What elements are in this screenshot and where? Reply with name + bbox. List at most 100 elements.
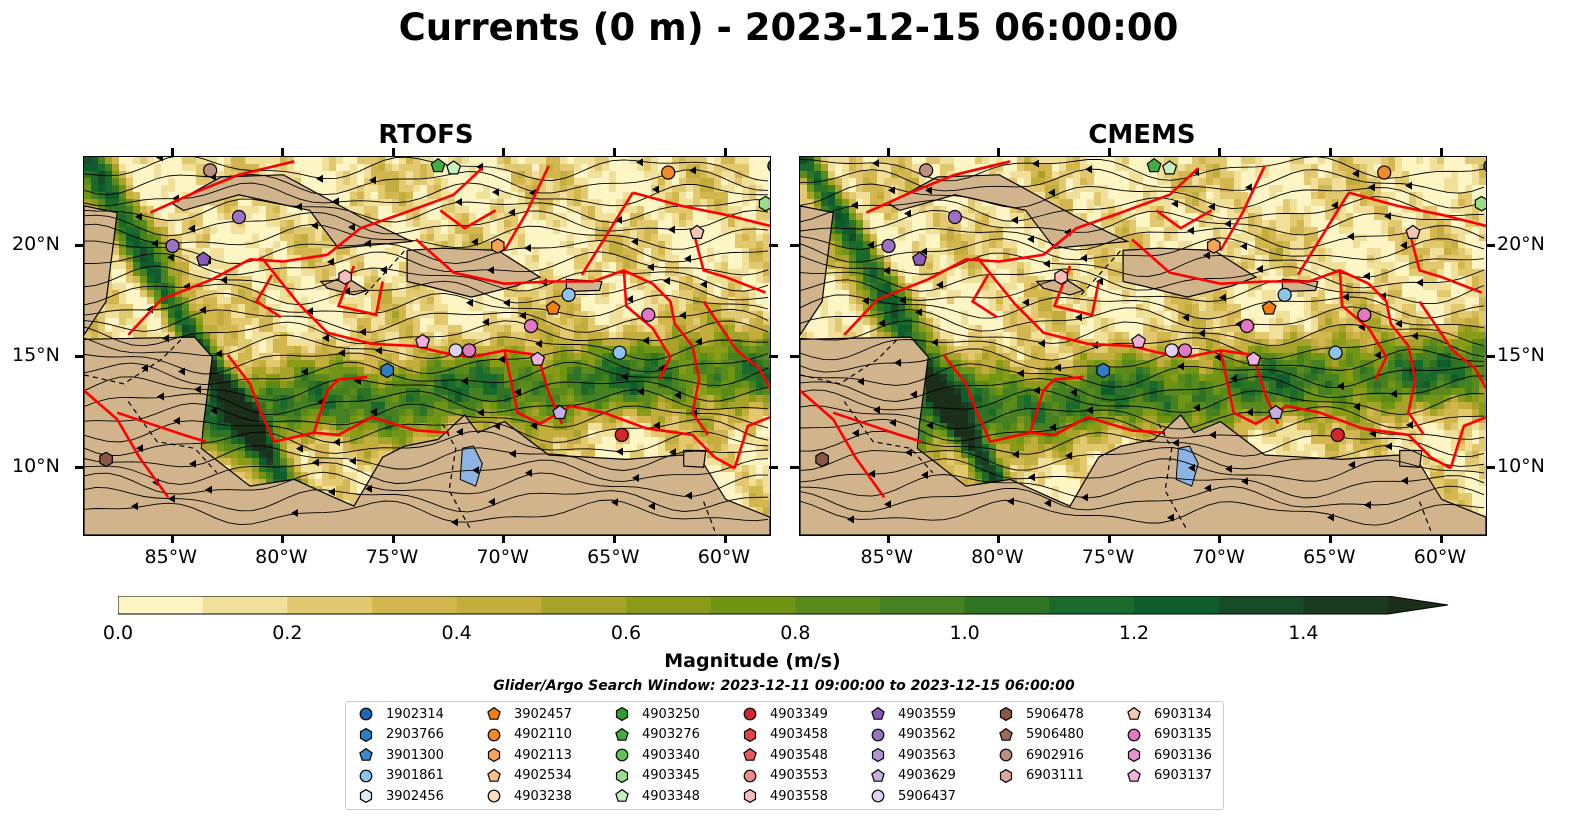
colorbar-tick-label: 0.6 bbox=[610, 622, 642, 644]
float-marker-5906437 bbox=[448, 343, 463, 358]
legend-label: 2903766 bbox=[386, 727, 444, 742]
float-marker-4903349 bbox=[614, 427, 629, 443]
legend-label: 4903548 bbox=[770, 747, 828, 763]
legend-marker bbox=[871, 789, 885, 803]
legend-marker bbox=[1127, 728, 1141, 741]
legend-entry-4903563: 4903563 bbox=[870, 747, 956, 763]
lat-tick-mark bbox=[75, 243, 84, 247]
lat-tick-mark-inner bbox=[769, 466, 778, 470]
colorbar-tick-label: 1.0 bbox=[949, 622, 980, 644]
hexagon-marker-icon bbox=[999, 768, 1013, 783]
float-marker-4903562 bbox=[881, 238, 896, 254]
legend-entry-5906480: 5906480 bbox=[998, 727, 1084, 743]
circle-marker-icon bbox=[359, 707, 373, 721]
lat-tick-label: 15°N bbox=[1497, 344, 1545, 367]
legend-marker bbox=[999, 727, 1013, 741]
legend-entry-4903553: 4903553 bbox=[742, 768, 828, 784]
colorbar-tick-label: 0.2 bbox=[272, 622, 303, 644]
float-legend: 1902314 2903766 3901300 3901861 3902456 39024… bbox=[345, 701, 1224, 810]
colorbar-segment bbox=[626, 596, 712, 614]
lon-tick-mark bbox=[1329, 535, 1333, 543]
float-marker-6903135 bbox=[1177, 343, 1193, 358]
colorbar-segment bbox=[1218, 596, 1304, 614]
legend-label: 4903340 bbox=[642, 747, 700, 763]
legend-label: 4903562 bbox=[898, 727, 956, 742]
colorbar-segment bbox=[964, 596, 1050, 614]
lon-tick-mark bbox=[997, 535, 1001, 543]
legend-entry-6903136: 6903136 bbox=[1126, 747, 1212, 763]
float-marker-6903135 bbox=[641, 307, 656, 322]
colorbar-tick-label: 1.2 bbox=[1118, 622, 1150, 644]
pentagon-marker-icon bbox=[487, 706, 501, 720]
lon-tick-label: 60°W bbox=[1413, 546, 1467, 568]
legend-label: 1902314 bbox=[386, 706, 444, 722]
lat-tick-mark-inner bbox=[790, 243, 799, 247]
float-marker-3902457 bbox=[545, 300, 561, 315]
float-marker-6903135 bbox=[1357, 307, 1372, 322]
lat-tick-label: 20°N bbox=[12, 232, 60, 255]
hexagon-marker-icon bbox=[359, 727, 373, 742]
lon-tick-mark bbox=[170, 535, 174, 543]
float-marker-4903629 bbox=[552, 404, 568, 420]
hexagon-marker-icon bbox=[743, 788, 757, 804]
float-marker-1902314 bbox=[767, 160, 770, 172]
float-marker-4903559 bbox=[911, 251, 928, 266]
colorbar-segment bbox=[541, 596, 627, 614]
legend-marker bbox=[487, 706, 501, 720]
lon-tick-mark-top bbox=[1218, 148, 1222, 156]
colorbar-extend-arrow bbox=[1388, 596, 1448, 614]
legend-entry-3902456: 3902456 bbox=[358, 788, 444, 804]
legend-marker bbox=[487, 728, 501, 741]
hexagon-marker-icon bbox=[743, 727, 757, 742]
legend-marker bbox=[743, 788, 757, 804]
legend-entry-4902110: 4902110 bbox=[486, 727, 572, 743]
legend-label: 4903348 bbox=[642, 788, 700, 804]
map-panel-rtofs bbox=[83, 156, 771, 536]
float-marker-4902110 bbox=[1377, 165, 1392, 180]
lat-tick-mark-inner bbox=[769, 243, 778, 247]
legend-label: 6903137 bbox=[1154, 768, 1212, 783]
panel-title-cmems: CMEMS bbox=[1088, 120, 1196, 150]
legend-marker bbox=[615, 768, 629, 783]
lat-tick-label: 20°N bbox=[1497, 232, 1545, 255]
legend-entry-4902113: 4902113 bbox=[486, 747, 572, 763]
colorbar-segment bbox=[1049, 596, 1135, 614]
legend-entry-2903766: 2903766 bbox=[358, 727, 444, 743]
hexagon-marker-icon bbox=[487, 747, 501, 763]
float-marker-1902314 bbox=[1483, 160, 1486, 172]
float-marker-4903559 bbox=[195, 251, 212, 266]
land-masses bbox=[800, 174, 1486, 535]
legend-marker bbox=[871, 768, 885, 782]
colorbar-bar bbox=[117, 595, 1449, 615]
lon-tick-mark-top bbox=[723, 148, 727, 156]
lat-tick-label: 10°N bbox=[12, 455, 60, 478]
hexagon-marker-icon bbox=[615, 706, 629, 722]
streamlines bbox=[800, 157, 1485, 526]
float-marker-4903562 bbox=[231, 209, 247, 225]
legend-marker bbox=[615, 788, 629, 802]
legend-label: 4902110 bbox=[514, 727, 572, 742]
lon-tick-mark-top bbox=[281, 148, 285, 156]
lon-tick-mark bbox=[502, 535, 506, 543]
colorbar-segment bbox=[1303, 596, 1389, 614]
legend-marker bbox=[743, 707, 757, 721]
legend-label: 6903136 bbox=[1154, 747, 1212, 763]
float-marker-3901861 bbox=[1328, 345, 1343, 360]
legend-label: 3902456 bbox=[386, 788, 444, 804]
float-marker-6902916 bbox=[203, 163, 218, 178]
legend-entry-6902916: 6902916 bbox=[998, 747, 1084, 763]
legend-entry-6903137: 6903137 bbox=[1126, 768, 1212, 784]
legend-entry-4903629: 4903629 bbox=[870, 768, 956, 784]
legend-entry-4903458: 4903458 bbox=[742, 727, 828, 743]
legend-marker bbox=[615, 727, 629, 741]
lon-tick-label: 65°W bbox=[587, 546, 640, 568]
float-marker-4902113 bbox=[491, 238, 505, 254]
circle-marker-icon bbox=[359, 769, 373, 782]
legend-entry-5906478: 5906478 bbox=[998, 706, 1084, 722]
legend-entry-1902314: 1902314 bbox=[358, 706, 444, 722]
pentagon-marker-icon bbox=[487, 768, 501, 782]
float-marker-4903558 bbox=[338, 269, 352, 285]
streamlines bbox=[84, 157, 769, 527]
legend-entry-4903345: 4903345 bbox=[614, 768, 700, 784]
float-marker-4902113 bbox=[1207, 238, 1221, 254]
